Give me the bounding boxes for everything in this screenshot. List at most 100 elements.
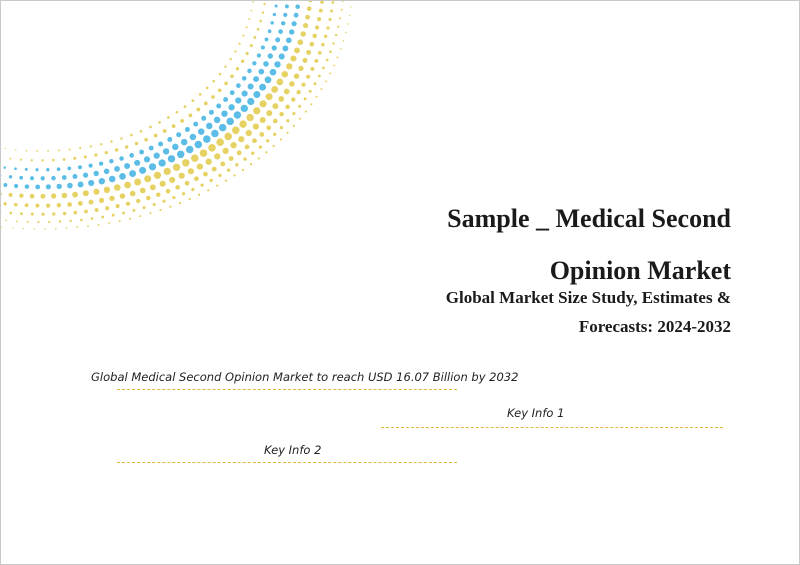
arc-dot xyxy=(20,212,23,216)
arc-dot xyxy=(109,158,114,164)
arc-dot xyxy=(124,163,131,169)
arc-dot xyxy=(217,88,222,93)
arc-dot xyxy=(236,150,242,156)
arc-dot xyxy=(306,6,312,11)
arc-dot xyxy=(188,113,193,118)
arc-dot xyxy=(245,51,249,56)
arc-dot xyxy=(278,53,285,60)
arc-dot xyxy=(181,192,186,196)
arc-dot xyxy=(285,37,292,44)
arc-dot xyxy=(286,131,289,134)
arc-dot xyxy=(26,220,29,223)
arc-dot xyxy=(14,183,19,189)
arc-dot xyxy=(61,192,68,199)
arc-dot xyxy=(253,76,260,83)
arc-dot xyxy=(88,163,93,168)
arc-dot xyxy=(218,123,227,132)
arc-dot xyxy=(163,167,171,176)
arc-dot xyxy=(208,109,214,115)
arc-dot xyxy=(19,175,24,180)
arc-dot xyxy=(218,72,222,76)
arc-dot xyxy=(167,155,176,163)
arc-dot xyxy=(341,1,344,3)
arc-dot xyxy=(245,129,252,137)
arc-dot xyxy=(79,147,82,150)
arc-dot xyxy=(144,175,152,183)
arc-dot xyxy=(293,12,299,18)
arc-dot xyxy=(197,193,201,196)
arc-dot xyxy=(203,101,208,106)
arc-dot xyxy=(30,212,34,216)
arc-dot xyxy=(230,142,237,149)
arc-dot xyxy=(119,193,126,199)
arc-dot xyxy=(5,219,8,222)
arc-dot xyxy=(139,149,144,155)
arc-dot xyxy=(271,45,277,51)
arc-dot xyxy=(296,90,301,95)
arc-dot xyxy=(90,217,94,220)
arc-dot xyxy=(30,176,34,181)
arc-dot xyxy=(148,163,157,171)
arc-dot xyxy=(100,143,103,146)
arc-dot xyxy=(14,202,18,207)
arc-dot xyxy=(331,1,335,4)
arc-dot xyxy=(78,165,82,170)
arc-dot xyxy=(207,189,210,192)
arc-dot xyxy=(104,151,108,155)
arc-dot xyxy=(82,172,89,178)
arc-dot xyxy=(235,163,239,167)
arc-dot xyxy=(189,133,197,141)
arc-dot xyxy=(274,61,281,68)
arc-dot xyxy=(93,188,100,195)
arc-dot xyxy=(211,166,217,172)
arc-dot xyxy=(267,29,272,34)
arc-dot xyxy=(211,129,219,138)
arc-dot xyxy=(350,6,352,8)
arc-dot xyxy=(266,125,272,131)
arc-dot xyxy=(88,199,94,205)
arc-dot xyxy=(240,59,245,63)
report-title: Sample _ Medical Second Opinion Market xyxy=(331,193,731,297)
arc-dot xyxy=(72,174,78,179)
arc-dot xyxy=(257,157,260,160)
arc-dot xyxy=(314,58,319,63)
arc-dot xyxy=(188,197,191,201)
arc-dot xyxy=(298,65,304,72)
arc-dot xyxy=(158,141,164,147)
arc-dot xyxy=(203,171,208,177)
arc-dot xyxy=(291,21,297,27)
arc-dot xyxy=(203,135,211,143)
arc-dot xyxy=(326,26,330,30)
arc-dot xyxy=(62,211,67,216)
arc-dot xyxy=(265,93,273,101)
arc-dot xyxy=(136,198,141,204)
arc-dot xyxy=(241,168,245,172)
arc-dot xyxy=(73,156,77,160)
arc-dot xyxy=(24,184,30,189)
arc-dot xyxy=(129,170,137,178)
arc-dot xyxy=(283,12,288,18)
arc-dot xyxy=(196,107,201,112)
arc-dot xyxy=(180,138,188,146)
arc-dot xyxy=(139,166,147,174)
arc-dot xyxy=(301,82,306,87)
arc-dot xyxy=(165,188,171,194)
arc-dot xyxy=(76,226,79,229)
arc-dot xyxy=(264,76,272,84)
arc-dot xyxy=(323,34,328,39)
arc-dot xyxy=(216,138,224,146)
arc-dot xyxy=(56,202,62,208)
arc-dot xyxy=(99,197,105,203)
arc-dot xyxy=(228,104,235,111)
arc-dot xyxy=(256,53,262,58)
arc-dot xyxy=(129,153,135,158)
arc-dot xyxy=(103,186,111,193)
arc-dot xyxy=(253,36,257,39)
arc-dot xyxy=(9,211,13,215)
arc-dot xyxy=(298,104,302,108)
arc-dot xyxy=(8,192,13,197)
dotted-arc-graphic xyxy=(1,1,352,230)
arc-dot xyxy=(178,201,182,205)
arc-dot xyxy=(101,215,105,219)
arc-dot xyxy=(322,66,325,70)
